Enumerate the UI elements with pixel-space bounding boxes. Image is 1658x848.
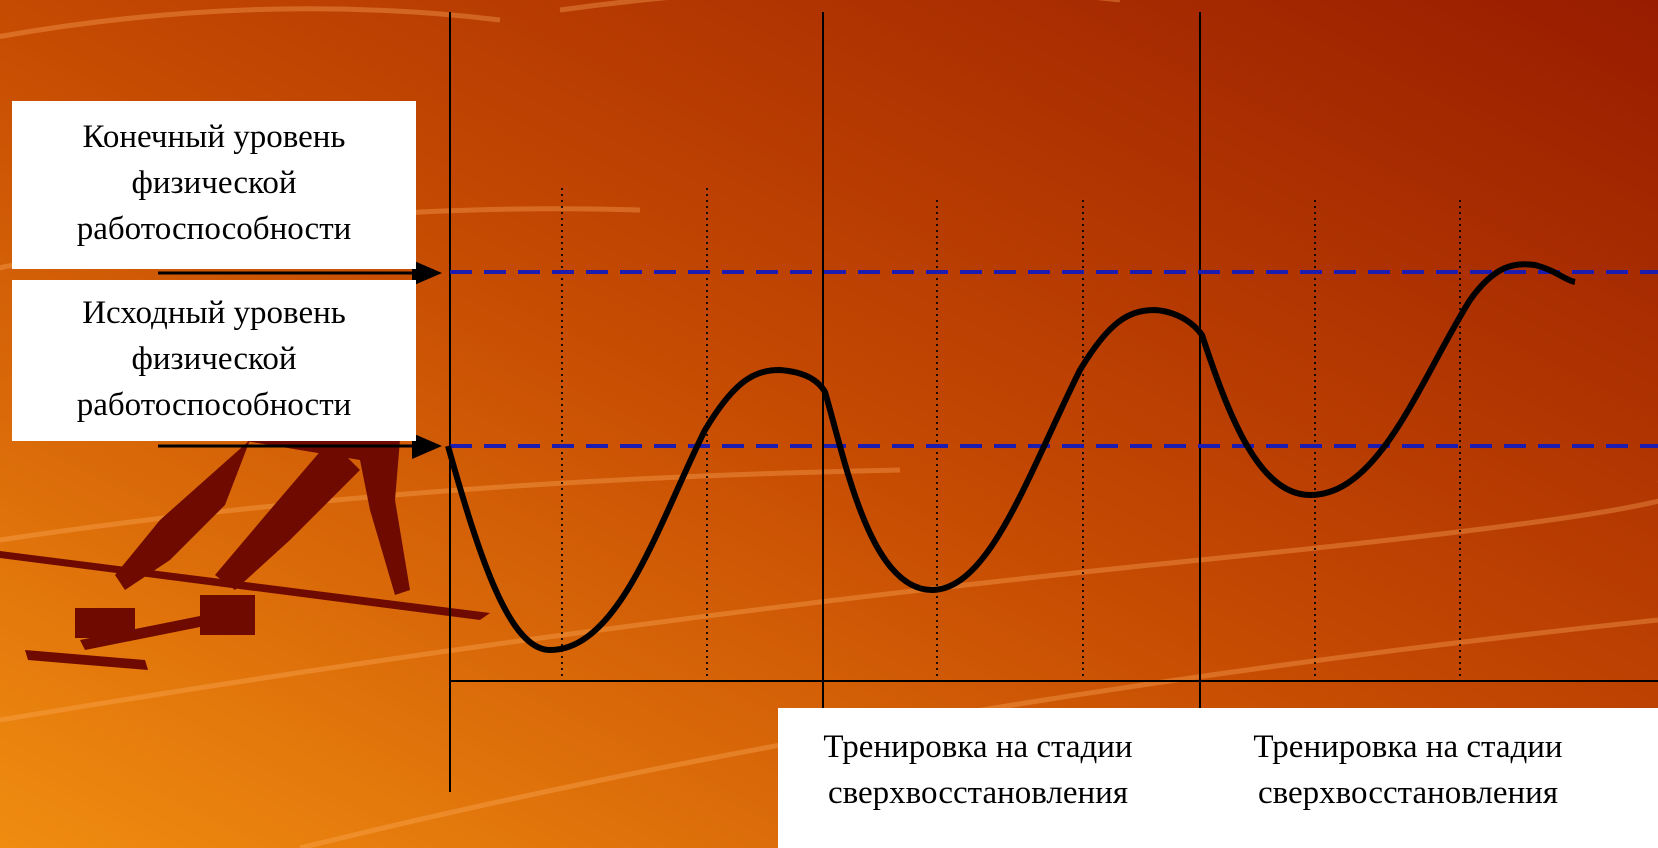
final-level-line-3: работоспособности — [76, 211, 352, 247]
initial-level-line-2: физической — [131, 341, 297, 377]
performance-curve — [445, 261, 1576, 653]
phase-caption-2: Тренировка на стадии сверхвосстановления — [1208, 724, 1608, 816]
initial-level-line-1: Исходный уровень — [82, 295, 346, 331]
initial-level-line-3: работоспособности — [76, 387, 352, 423]
sprinter-silhouette-icon — [0, 440, 490, 670]
final-level-line-2: физической — [131, 165, 297, 201]
phase-caption-1: Тренировка на стадии сверхвосстановления — [778, 724, 1178, 816]
dotted-guides — [561, 188, 1461, 676]
final-level-label: Конечный уровень физической работоспособ… — [12, 101, 416, 269]
phase-caption-1-line-1: Тренировка на стадии — [823, 729, 1133, 765]
phase-caption-1-line-2: сверхвосстановления — [827, 775, 1129, 811]
phase-captions: Тренировка на стадии сверхвосстановления… — [778, 708, 1658, 848]
axes — [449, 12, 1658, 792]
initial-level-label: Исходный уровень физической работоспособ… — [12, 280, 416, 441]
phase-caption-2-line-2: сверхвосстановления — [1257, 775, 1559, 811]
reference-levels — [450, 270, 1658, 448]
arrow-right-icon — [158, 260, 442, 459]
phase-caption-2-line-1: Тренировка на стадии — [1253, 729, 1563, 765]
final-level-line-1: Конечный уровень — [82, 119, 346, 155]
